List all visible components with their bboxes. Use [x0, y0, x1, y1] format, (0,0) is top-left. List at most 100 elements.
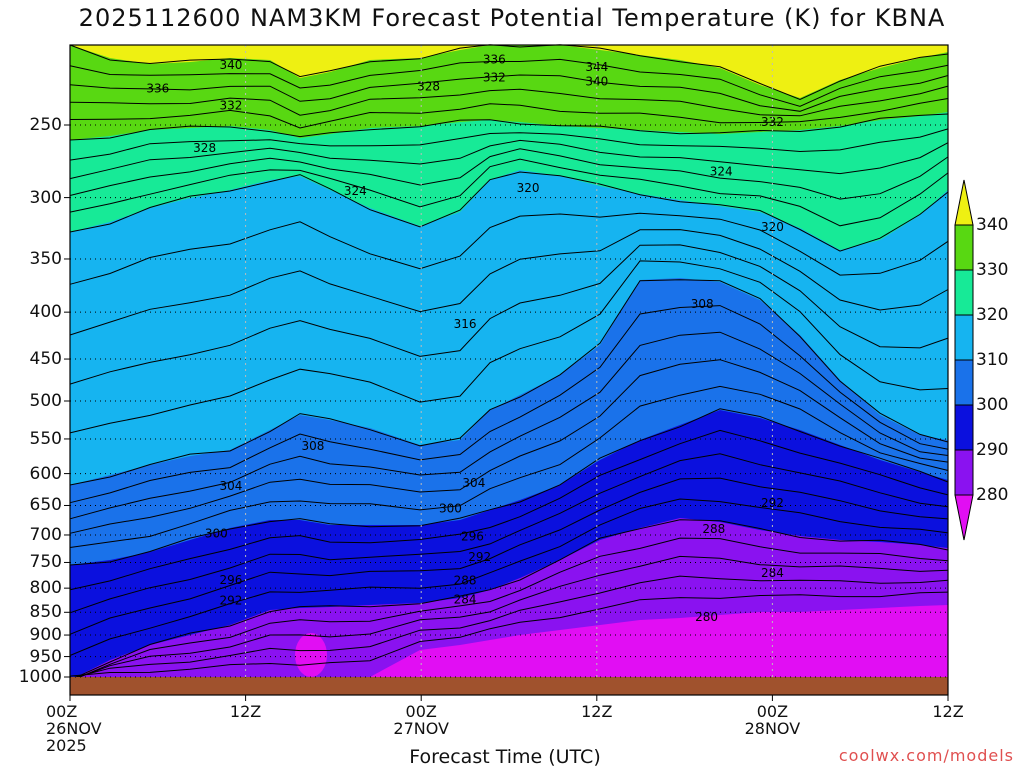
x-axis-title: Forecast Time (UTC)	[409, 746, 601, 768]
contour-line	[69, 429, 949, 591]
y-tick-label: 1000	[18, 667, 62, 687]
contour-line	[69, 555, 949, 682]
contour-label: 288	[454, 574, 477, 588]
contour-line	[69, 212, 949, 285]
contour-line	[69, 244, 949, 385]
band-below-280-pocket	[295, 633, 327, 677]
contour-line	[69, 128, 949, 161]
contour-label: 308	[301, 439, 324, 453]
colorbar-label: 300	[976, 395, 1009, 415]
contour-label: 324	[344, 184, 367, 198]
contour-line	[69, 148, 949, 200]
contour-label: 320	[761, 220, 784, 234]
contour-label: 336	[146, 81, 169, 95]
contour-line	[69, 44, 949, 101]
x-tick-label: 00Z 28NOV	[744, 702, 801, 738]
contour-label: 296	[461, 530, 484, 544]
chart-title: 2025112600 NAM3KM Forecast Potential Tem…	[78, 4, 946, 32]
x-tick-label: 00Z 27NOV	[393, 702, 449, 738]
plot-frame	[69, 44, 949, 696]
contour-line	[69, 85, 949, 117]
contour-line	[69, 359, 949, 534]
contour-label: 284	[761, 566, 784, 580]
colorbar-segment	[954, 224, 974, 271]
y-tick-label: 300	[29, 187, 62, 208]
y-tick-label: 750	[29, 552, 62, 573]
y-tick-label: 650	[29, 495, 62, 516]
contour-line	[69, 385, 949, 548]
colorbar-segment	[954, 314, 974, 361]
contour-label: 300	[439, 502, 462, 516]
contour-label: 332	[220, 98, 243, 112]
contour-label: 284	[454, 592, 477, 606]
contour-label: 292	[468, 550, 491, 564]
contour-label: 324	[710, 165, 733, 179]
contour-label: 300	[205, 526, 228, 540]
contour-line	[69, 477, 949, 635]
colorbar-label: 330	[976, 260, 1009, 280]
x-tick-label: 12Z	[932, 702, 964, 721]
y-tick-label: 350	[29, 248, 62, 269]
contour-label: 292	[220, 593, 243, 607]
watermark: coolwx.com/models	[838, 746, 1014, 765]
colorbar-segment	[954, 404, 974, 451]
contour-label: 328	[417, 80, 440, 94]
contour-line	[69, 453, 949, 614]
contour-line	[69, 229, 949, 336]
y-tick-label: 900	[29, 625, 62, 646]
contour-label: 288	[702, 522, 725, 536]
y-tick-label: 600	[29, 463, 62, 484]
x-tick-label: 12Z	[229, 702, 262, 721]
contour-line	[69, 498, 949, 656]
contour-label: 332	[761, 115, 784, 129]
colorbar-bottom-arrow	[954, 494, 974, 541]
y-tick-label: 850	[29, 602, 62, 623]
contour-label: 344	[585, 60, 608, 74]
contour-line	[69, 331, 949, 520]
contour-line	[69, 537, 949, 682]
x-tick-label: 12Z	[581, 702, 613, 721]
contour-line	[69, 74, 949, 112]
contour-label: 292	[761, 496, 784, 510]
colorbar-label: 280	[976, 485, 1009, 505]
contour-line	[69, 113, 949, 141]
contour-line	[69, 591, 949, 677]
contour-label: 304	[462, 476, 485, 490]
y-tick-label: 450	[29, 349, 62, 370]
y-tick-label: 250	[29, 115, 62, 135]
contour-line	[69, 171, 949, 252]
colorbar-label: 320	[976, 305, 1009, 325]
contour-line	[69, 139, 949, 180]
colorbar-segment	[954, 449, 974, 496]
contour-line	[69, 98, 949, 129]
ground-strip	[70, 677, 948, 695]
colorbar-label: 310	[976, 350, 1009, 370]
y-tick-label: 400	[29, 302, 62, 323]
y-tick-label: 800	[29, 578, 62, 599]
band-below-280	[70, 605, 948, 677]
contour-line	[69, 260, 949, 434]
y-tick-label: 950	[29, 646, 62, 667]
contour-lines	[69, 44, 949, 682]
y-tick-label: 550	[29, 428, 62, 449]
contour-label: 332	[483, 71, 506, 85]
contour-label: 308	[691, 297, 714, 311]
x-tick-label: 00Z 26NOV 2025	[46, 702, 102, 755]
contour-label: 336	[483, 52, 506, 66]
colorbar-top-arrow	[954, 179, 974, 226]
contour-label: 316	[454, 317, 477, 331]
contour-label: 328	[193, 141, 216, 155]
colorbar-label: 340	[976, 215, 1009, 235]
contour-line	[69, 519, 949, 681]
y-tick-label: 700	[29, 524, 62, 545]
colorbar-label: 290	[976, 440, 1009, 460]
colorbar-segment	[954, 269, 974, 316]
contour-label: 280	[695, 610, 718, 624]
contour-line	[69, 305, 949, 504]
contour-label: 304	[220, 479, 243, 493]
contour-label: 340	[220, 58, 243, 72]
colorbar-segment	[954, 359, 974, 406]
contour-label: 320	[517, 181, 540, 195]
contour-label: 296	[220, 573, 243, 587]
